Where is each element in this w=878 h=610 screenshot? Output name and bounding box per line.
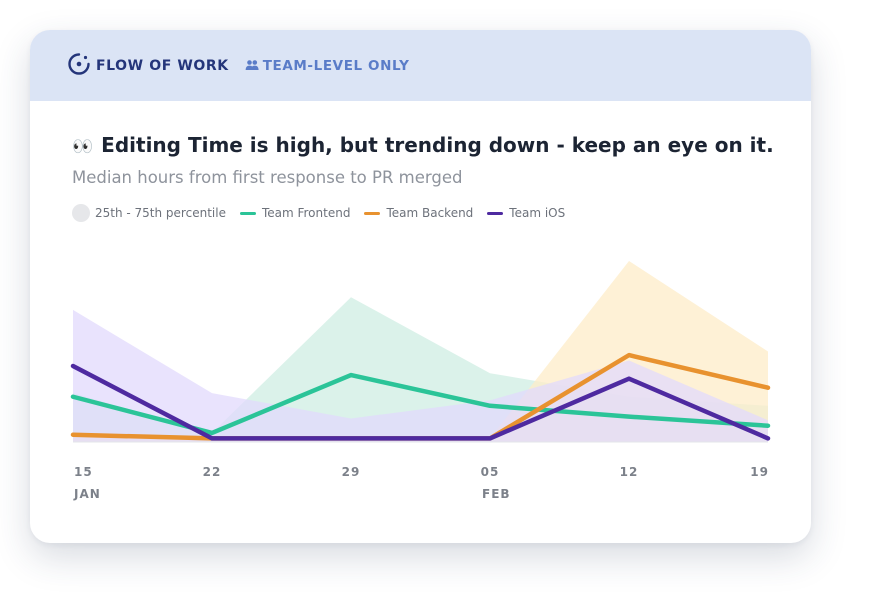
brand-label: FLOW OF WORK: [96, 57, 229, 74]
legend-item-team-frontend[interactable]: Team Frontend: [239, 206, 351, 220]
legend-label-team-ios: Team iOS: [509, 206, 566, 220]
x-tick-label: 22: [203, 465, 222, 479]
legend-label-team-frontend: Team Frontend: [261, 206, 351, 220]
chart-legend: 25th - 75th percentile Team Frontend Tea…: [72, 204, 579, 222]
chart-title: 👀 Editing Time is high, but trending down…: [72, 133, 774, 157]
x-tick-month-label: JAN: [73, 487, 101, 501]
legend-item-percentile[interactable]: 25th - 75th percentile: [72, 204, 226, 222]
percentile-band-icon: [72, 204, 90, 222]
legend-label-team-backend: Team Backend: [386, 206, 474, 220]
percentile-band-team-ios: [73, 309, 768, 442]
flow-of-work-card: FLOW OF WORK TEAM-LEVEL ONLY 👀 Editing Ti…: [30, 30, 811, 543]
legend-item-team-backend[interactable]: Team Backend: [364, 206, 473, 220]
series-line-team-ios: [70, 363, 771, 441]
chart-subtitle: Median hours from first response to PR m…: [72, 168, 463, 187]
flow-of-work-icon: [68, 52, 90, 79]
legend-label-percentile: 25th - 75th percentile: [95, 206, 226, 220]
card-header: FLOW OF WORK TEAM-LEVEL ONLY: [30, 30, 811, 101]
x-tick-label: 29: [342, 465, 361, 479]
x-tick-label: 19: [750, 465, 769, 479]
x-tick-month-label: FEB: [482, 487, 511, 501]
users-icon: [245, 56, 259, 75]
x-tick-label: 05: [481, 465, 500, 479]
legend-swatch-team-ios: [487, 211, 504, 215]
legend-swatch-team-frontend: [239, 211, 256, 215]
legend-swatch-team-backend: [364, 211, 381, 215]
brand: FLOW OF WORK: [68, 52, 229, 79]
x-tick-label: 15: [74, 465, 93, 479]
chart-plot: 15 JAN 22 29 05 FEB 12 19: [70, 261, 771, 501]
x-tick-label: 12: [620, 465, 639, 479]
team-level-label: TEAM-LEVEL ONLY: [262, 57, 410, 74]
legend-item-team-ios[interactable]: Team iOS: [487, 206, 565, 220]
team-level-badge: TEAM-LEVEL ONLY: [245, 56, 410, 75]
eyes-icon: 👀: [72, 137, 94, 157]
chart-title-text: Editing Time is high, but trending down …: [101, 133, 774, 157]
